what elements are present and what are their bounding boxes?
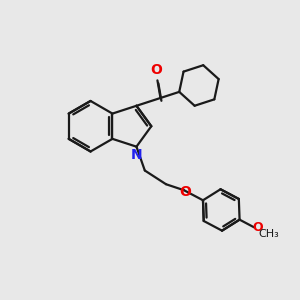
Text: O: O: [252, 221, 263, 234]
Text: CH₃: CH₃: [259, 230, 279, 239]
Text: O: O: [179, 185, 191, 199]
Text: N: N: [130, 148, 142, 162]
Text: O: O: [150, 63, 162, 77]
